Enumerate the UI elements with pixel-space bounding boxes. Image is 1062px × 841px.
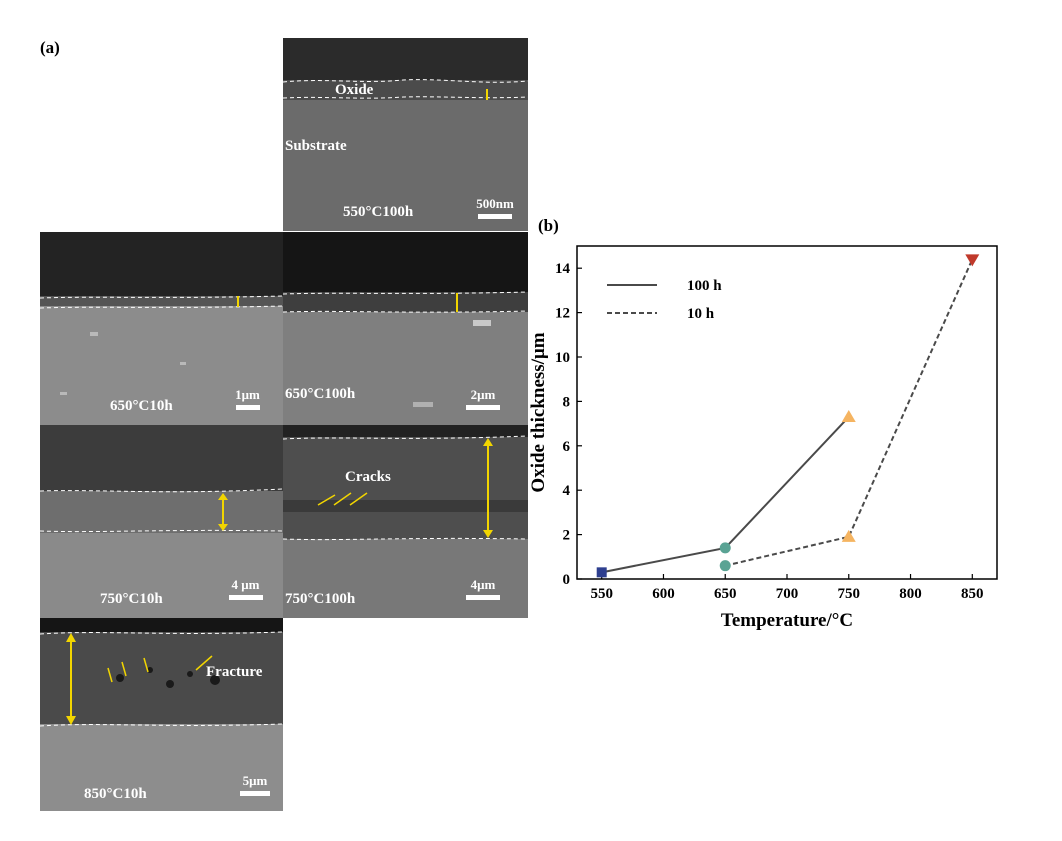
micrograph-650-100h: 650°C100h 2μm	[283, 232, 528, 425]
scale-bar-750-100h: 4μm	[453, 577, 513, 600]
scale-line-750-100h	[466, 595, 500, 600]
y-tick-label: 10	[555, 350, 570, 366]
scale-text-650-10h: 1μm	[235, 387, 260, 402]
cracks-label: Cracks	[345, 469, 391, 485]
x-tick-label: 650	[714, 586, 737, 602]
scale-line-550-100h	[478, 214, 512, 219]
plot-frame	[576, 245, 998, 580]
scale-line-750-10h	[228, 595, 263, 600]
x-axis-title: Temperature/°C	[721, 610, 853, 631]
scale-bar-650-100h: 2μm	[453, 387, 513, 410]
y-tick-label: 14	[555, 261, 571, 277]
panel-a-label: (a)	[40, 38, 60, 57]
micrograph-750-100h-image	[283, 425, 528, 618]
micrograph-750-100h: Cracks 750°C100h 4μm	[283, 425, 528, 618]
scale-bar-650-10h: 1μm	[220, 387, 275, 410]
condition-label-750-100h: 750°C100h	[285, 591, 356, 607]
x-tick-label: 800	[899, 586, 922, 602]
oxide-thickness-chart: 550 600 650 700 750 800 850 0 2 4 6 8 10 12 14 Temperat…	[530, 245, 998, 631]
panel-b-label: (b)	[538, 216, 559, 235]
scale-text-550-100h: 500nm	[476, 196, 514, 211]
y-tick-label: 6	[563, 439, 571, 455]
micrograph-850-10h-image	[40, 618, 283, 811]
micrograph-850-10h: Fracture 850°C10h 5μm	[40, 618, 283, 811]
legend-label: 10 h	[687, 306, 715, 322]
substrate-label: Substrate	[285, 138, 347, 154]
data-point-triangle-down	[965, 254, 980, 267]
micrograph-550-100h: Oxide Substrate 550°C100h 500nm	[283, 38, 528, 231]
scale-line-850-10h	[240, 791, 270, 796]
series-line-10h	[725, 258, 974, 567]
condition-label-650-100h: 650°C100h	[285, 386, 356, 402]
x-tick-label: 550	[590, 586, 613, 602]
y-tick-label: 12	[555, 306, 570, 322]
scale-line-650-100h	[466, 405, 500, 410]
scale-bar-550-100h: 500nm	[465, 196, 525, 219]
scale-bar-850-10h: 5μm	[230, 773, 280, 796]
x-tick-label: 750	[838, 586, 861, 602]
scale-text-850-10h: 5μm	[242, 773, 268, 788]
y-tick-label: 0	[563, 572, 571, 588]
oxide-label: Oxide	[335, 82, 374, 98]
data-point-triangle-up	[841, 529, 856, 542]
y-tick-label: 8	[563, 394, 571, 410]
micrograph-550-100h-image	[283, 38, 528, 231]
data-point-square	[596, 567, 607, 578]
y-tick-label: 2	[563, 528, 571, 544]
fracture-label: Fracture	[206, 664, 263, 680]
micrograph-650-10h: 650°C10h 1μm	[40, 232, 283, 425]
scale-text-750-100h: 4μm	[470, 577, 496, 592]
micrograph-750-10h-image	[40, 425, 283, 618]
data-point-triangle-up	[841, 409, 856, 422]
condition-label-850-10h: 850°C10h	[84, 786, 147, 802]
legend-label: 100 h	[687, 278, 722, 294]
condition-label-650-10h: 650°C10h	[110, 398, 173, 414]
condition-label-750-10h: 750°C10h	[100, 591, 163, 607]
x-tick-label: 700	[776, 586, 799, 602]
x-tick-label: 600	[652, 586, 675, 602]
scale-text-750-10h: 4 μm	[231, 577, 260, 592]
micrograph-750-10h: 750°C10h 4 μm	[40, 425, 283, 618]
data-point-circle	[719, 542, 731, 554]
micrograph-650-100h-image	[283, 232, 528, 425]
condition-label-550-100h: 550°C100h	[343, 204, 414, 220]
y-tick-label: 4	[563, 483, 571, 499]
y-axis-title: Oxide thickness/μm	[530, 332, 549, 492]
x-tick-label: 850	[961, 586, 984, 602]
scale-line-650-10h	[235, 405, 260, 410]
data-point-circle	[719, 560, 731, 572]
scale-bar-750-10h: 4 μm	[218, 577, 273, 600]
micrograph-650-10h-image	[40, 232, 283, 425]
scale-text-650-100h: 2μm	[470, 387, 496, 402]
